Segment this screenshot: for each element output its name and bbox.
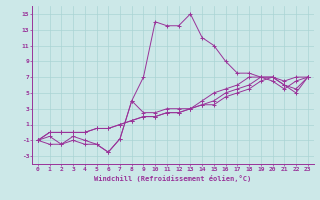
X-axis label: Windchill (Refroidissement éolien,°C): Windchill (Refroidissement éolien,°C) <box>94 175 252 182</box>
